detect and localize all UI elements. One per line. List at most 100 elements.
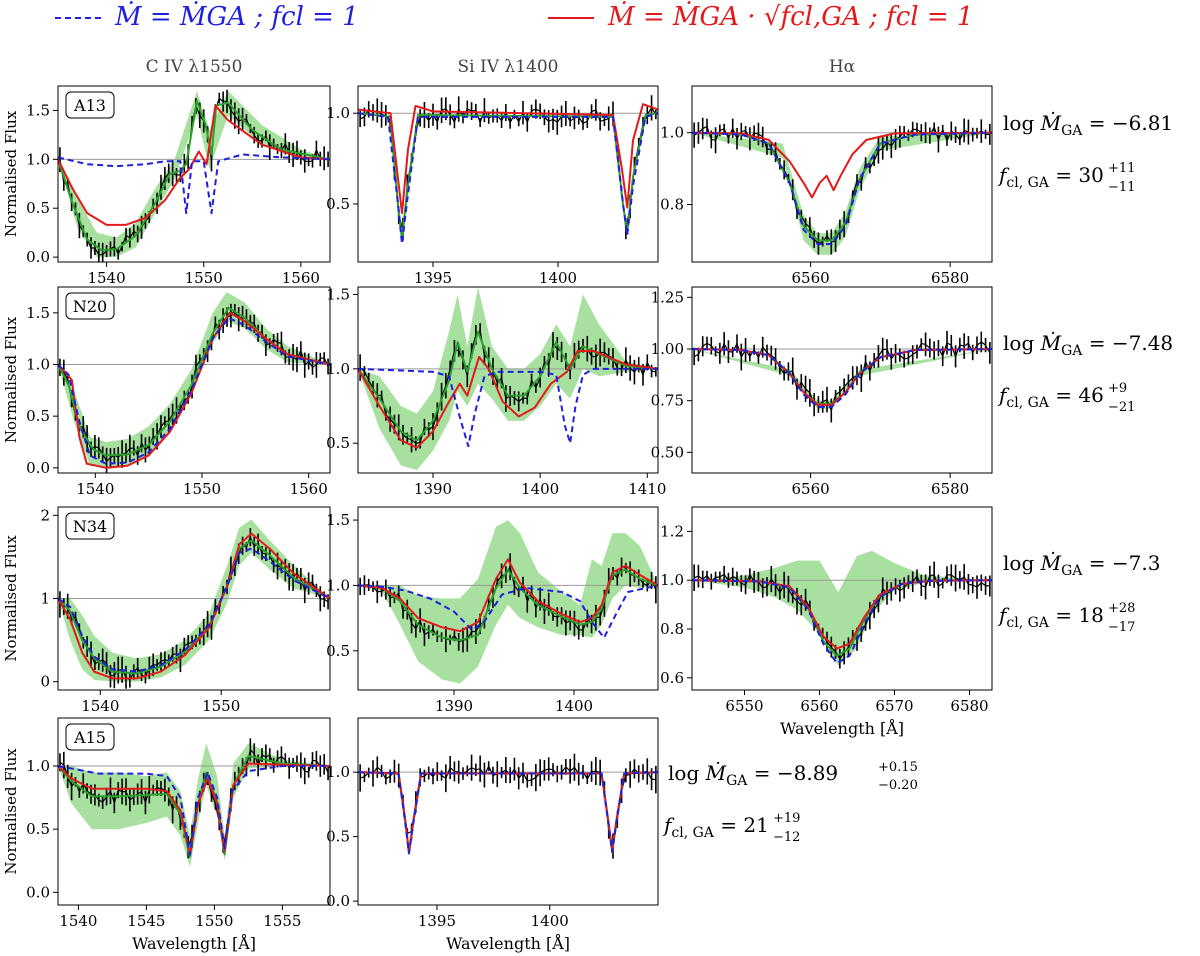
observed-segment — [770, 354, 776, 360]
panel-frame — [691, 286, 993, 474]
model-blue — [358, 771, 658, 855]
observed-segment — [548, 768, 554, 771]
observed-segment — [548, 118, 554, 122]
observed-segment — [775, 584, 781, 593]
observed-segment — [835, 391, 841, 396]
observed-segment — [156, 660, 162, 666]
observed-segment — [187, 641, 193, 645]
panel-frame — [357, 506, 659, 691]
observed-segment — [475, 768, 481, 771]
observed-segment — [869, 160, 875, 169]
model-blue — [358, 584, 658, 639]
x-tick-label: 1410 — [628, 480, 666, 498]
observed-segment — [719, 128, 725, 131]
uncertainty-band — [58, 743, 330, 868]
y-tick-label: 1.5 — [26, 304, 50, 322]
observed-segment — [715, 130, 721, 141]
panel-a15-siiv: 1395 1400 0.0 0.5 1.0 Wavelength [Å] — [326, 717, 659, 953]
observed-segment — [582, 120, 588, 124]
observed-segment — [715, 350, 721, 354]
observed-segment — [595, 616, 601, 619]
legend-red-label: Ṁ = ṀGA · √fcl,GA ; fcl = 1 — [608, 2, 974, 32]
observed-segment — [796, 600, 802, 606]
y-tick-label: 0.8 — [660, 620, 684, 638]
observed-segment — [441, 385, 447, 397]
observed-segment — [591, 109, 597, 113]
observed-segment — [967, 343, 974, 353]
observed-segment — [304, 770, 309, 773]
legend-blue-label: Ṁ = ṀGA ; fcl = 1 — [115, 2, 359, 32]
observed-segment — [261, 331, 267, 346]
legend-red-line — [548, 17, 594, 19]
observed-segment — [604, 351, 610, 357]
mdot-value: log ṀGA = −7.48 — [1003, 331, 1173, 359]
observed-segment — [539, 598, 545, 612]
observed-segment — [535, 377, 541, 389]
observed-segment — [805, 223, 811, 228]
observed-segment — [848, 377, 854, 383]
observed-segment — [702, 342, 708, 347]
star-label: N20 — [73, 297, 107, 316]
observed-segment — [903, 357, 909, 360]
observed-segment — [300, 578, 306, 591]
x-tick-label: 1545 — [127, 912, 165, 930]
observed-segment — [253, 134, 259, 142]
observed-segment — [402, 434, 408, 439]
observed-segment — [320, 357, 325, 360]
observed-segment — [783, 169, 789, 179]
panel-frame — [357, 717, 659, 906]
observed-segment — [140, 791, 146, 803]
observed-segment — [544, 768, 549, 771]
observed-segment — [946, 342, 952, 346]
observed-segment — [261, 754, 267, 758]
y-tick-label: 0.5 — [326, 195, 350, 213]
observed-segment — [955, 134, 961, 141]
mdot-value: log ṀGA = −7.3 — [1003, 551, 1160, 579]
panel-a15-civ: 1540 1545 1550 1555 0.0 0.5 1.0 A15 Normalised F… — [2, 717, 331, 953]
observed-segment — [466, 767, 472, 772]
y-axis-label: Normalised Flux — [2, 316, 20, 443]
model-green — [58, 99, 330, 252]
observed-segment — [651, 370, 656, 373]
observed-segment — [277, 341, 282, 344]
observed-segment — [873, 355, 879, 361]
x-tick-label: 1540 — [87, 269, 125, 287]
uncertainty-band — [692, 132, 992, 255]
observed-segment — [968, 583, 973, 586]
plot-area — [358, 753, 658, 859]
y-tick-label: 1.0 — [660, 571, 684, 589]
observed-segment — [912, 351, 918, 356]
model-green — [358, 112, 658, 242]
x-tick-label: 1400 — [539, 269, 577, 287]
observed-segment — [445, 368, 451, 386]
model-blue — [58, 317, 330, 465]
observed-segment — [454, 770, 459, 773]
y-tick-label: 1 — [40, 590, 50, 608]
observed-segment — [805, 388, 811, 394]
y-tick-label: 0.5 — [326, 828, 350, 846]
plot-area — [58, 519, 330, 689]
uncertainty-band — [58, 90, 330, 258]
x-tick-label: 1550 — [185, 269, 223, 287]
uncertainty-band — [692, 349, 992, 409]
y-tick-label: 1.5 — [326, 285, 350, 303]
observed-segment — [428, 426, 434, 431]
observed-segment — [719, 343, 725, 354]
observed-segment — [160, 659, 166, 662]
y-tick-label: 0.50 — [651, 443, 684, 461]
observed-segment — [754, 132, 759, 135]
y-tick-label: 1.2 — [660, 522, 684, 540]
model-red — [58, 532, 330, 680]
x-tick-label: 1395 — [418, 912, 456, 930]
observed-segment — [467, 108, 472, 112]
x-tick-label: 1400 — [521, 480, 559, 498]
mdot-value: log ṀGA = −6.81 — [1003, 111, 1173, 139]
observed-segment — [916, 128, 922, 134]
panel-n20-siiv: 1390 1400 1410 0.5 1.0 1.5 — [326, 285, 666, 498]
observed-segment — [762, 346, 768, 353]
observed-segment — [531, 777, 537, 781]
y-axis-label: Normalised Flux — [2, 110, 20, 237]
observed-segment — [873, 603, 879, 610]
observed-segment — [569, 766, 575, 772]
model-blue — [692, 131, 992, 246]
